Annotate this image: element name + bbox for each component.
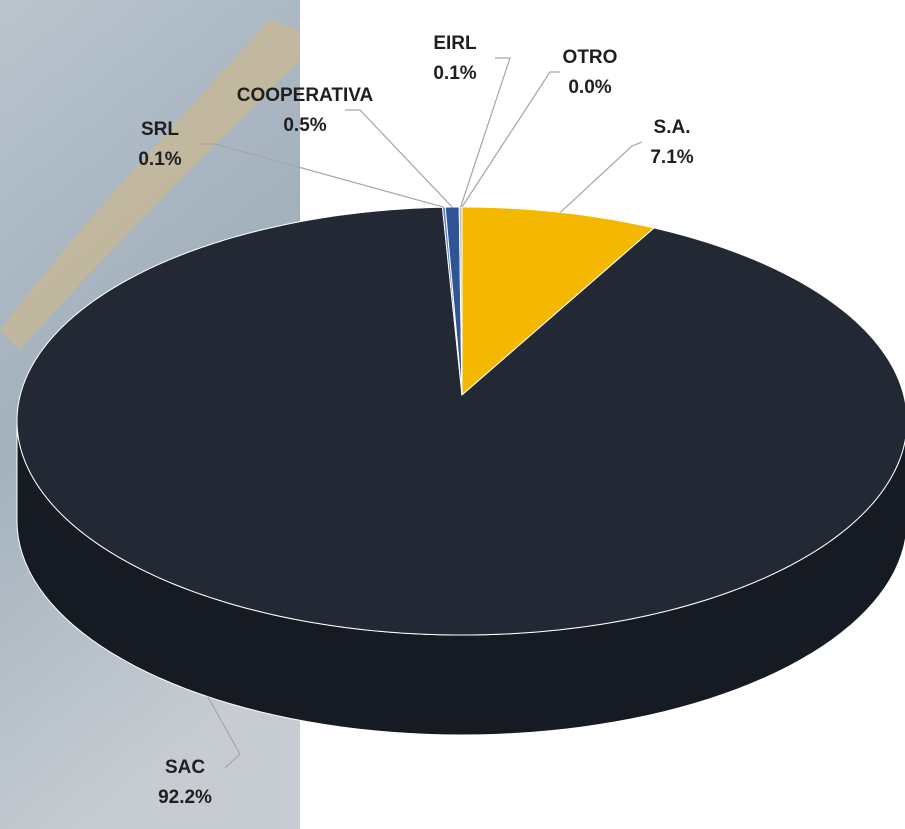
value-label: 0.5% [283,115,326,136]
category-label: COOPERATIVA [237,85,374,106]
chart: S.A. 7.1% SAC 92.2% SRL 0.1% COOPERATIVA 0.5% EI… [0,0,905,829]
leader-line [560,142,642,212]
category-label: SRL [141,119,179,140]
category-label: OTRO [563,47,618,68]
value-label: 0.1% [138,149,181,170]
category-label: EIRL [433,33,477,54]
page: S.A. 7.1% SAC 92.2% SRL 0.1% COOPERATIVA 0.5% EI… [0,0,905,829]
value-label: 92.2% [158,787,212,808]
category-label: S.A. [654,117,691,138]
leader-line [462,72,560,207]
leader-line [345,110,452,207]
category-label: SAC [165,757,205,778]
value-label: 0.1% [433,63,476,84]
value-label: 7.1% [650,147,693,168]
value-label: 0.0% [568,77,611,98]
